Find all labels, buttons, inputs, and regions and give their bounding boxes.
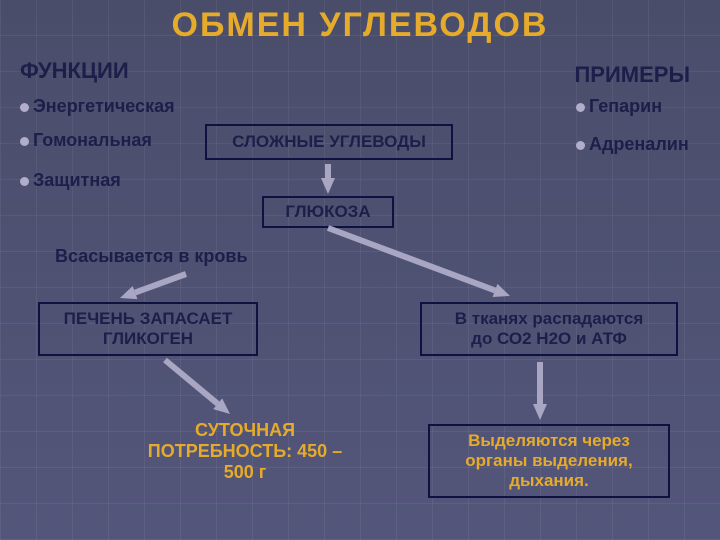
right-bullet-1: Адреналин <box>576 134 689 155</box>
right-bullet-1-text: Адреналин <box>589 134 689 154</box>
page-title: ОБМЕН УГЛЕВОДОВ <box>0 6 720 45</box>
bullet-dot-icon <box>20 177 29 186</box>
left-bullet-0: Энергетическая <box>20 96 175 117</box>
heading-examples: ПРИМЕРЫ <box>574 62 690 88</box>
left-bullet-1: Гомональная <box>20 130 152 151</box>
box-glucose: ГЛЮКОЗА <box>262 196 394 228</box>
box-complex-carbs: СЛОЖНЫЕ УГЛЕВОДЫ <box>205 124 453 160</box>
bullet-dot-icon <box>576 141 585 150</box>
box-excrete: Выделяются через органы выделения, дыхан… <box>428 424 670 498</box>
left-bullet-2: Защитная <box>20 170 121 191</box>
right-bullet-0-text: Гепарин <box>589 96 662 116</box>
bullet-dot-icon <box>576 103 585 112</box>
label-absorb: Всасывается в кровь <box>55 246 315 267</box>
heading-functions: ФУНКЦИИ <box>20 58 129 84</box>
box-liver: ПЕЧЕНЬ ЗАПАСАЕТ ГЛИКОГЕН <box>38 302 258 356</box>
bullet-dot-icon <box>20 137 29 146</box>
right-bullet-0: Гепарин <box>576 96 662 117</box>
left-bullet-0-text: Энергетическая <box>33 96 175 116</box>
left-bullet-1-text: Гомональная <box>33 130 152 150</box>
box-tissues: В тканях распадаются до СО2 Н2О и АТФ <box>420 302 678 356</box>
bullet-dot-icon <box>20 103 29 112</box>
left-bullet-2-text: Защитная <box>33 170 121 190</box>
label-daily: СУТОЧНАЯ ПОТРЕБНОСТЬ: 450 – 500 г <box>130 420 360 483</box>
